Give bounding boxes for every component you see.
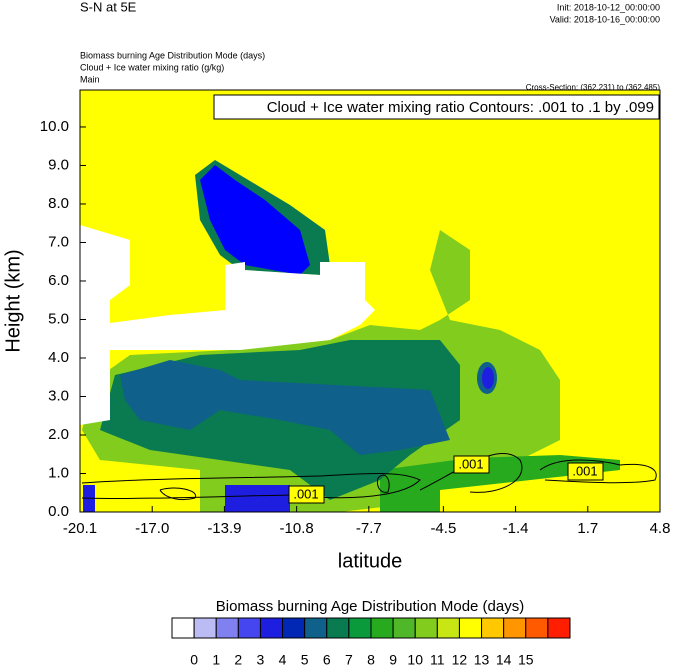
valid-time: Valid: 2018-10-16_00:00:00 [550,14,660,24]
y-tick-label: 4.0 [48,349,69,366]
colorbar-label: 0 [190,652,198,668]
colorbar-swatch [259,617,284,639]
init-time: Init: 2018-10-12_00:00:00 [557,2,660,12]
colorbar-swatch [370,617,394,639]
colorbar-swatch [326,617,350,639]
colorbar-label: 10 [407,652,423,668]
field-region [120,360,450,455]
x-axis-title: latitude [338,550,403,572]
y-tick-label: 7.0 [48,233,69,250]
x-tick-label: -13.9 [207,520,241,537]
colorbar-label: 4 [279,652,287,668]
colorbar-label: 9 [389,652,397,668]
y-tick-label: 6.0 [48,272,69,289]
colorbar-swatch [414,617,438,639]
x-tick-label: -7.7 [356,520,382,537]
contour-line [81,473,421,499]
cross-section: Cross-Section: (362,231) to (362,485) [526,83,661,92]
x-tick-label: -17.0 [135,520,169,537]
colorbar-label: 13 [474,652,490,668]
contour-note: Cloud + Ice water mixing ratio Contours:… [267,99,654,116]
chart-title: S-N at 5E [80,0,137,14]
contour-note-box [213,94,660,120]
colorbar-swatch [525,617,549,639]
colorbar-swatch [547,617,571,639]
y-axis-title: Height (km) [2,249,24,352]
field-region [482,367,494,389]
colorbar-swatch [282,617,306,639]
colorbar-swatch [503,617,527,639]
colorbar-label: 2 [234,652,242,668]
colorbar-label: 12 [452,652,468,668]
contour-label-box [567,462,604,481]
colorbar-label: 14 [496,652,512,668]
x-tick-label: -1.4 [503,520,529,537]
contour-label-box [288,485,325,504]
y-tick-label: 0.0 [48,503,69,520]
colorbar-label: 8 [367,652,375,668]
field-region [225,485,290,512]
x-tick-label: -4.5 [430,520,456,537]
y-tick-label: 10.0 [40,118,69,135]
contour-line [377,474,390,493]
x-tick-label: -20.1 [63,520,97,537]
y-tick-label: 9.0 [48,156,69,173]
colorbar-label: 15 [518,652,534,668]
y-tick-label: 3.0 [48,387,69,404]
field [80,90,660,512]
colorbar-title: Biomass burning Age Distribution Mode (d… [216,598,524,615]
colorbar-label: 5 [301,652,309,668]
contour-label: .001 [293,486,318,501]
field-title: Biomass burning Age Distribution Mode (d… [80,50,265,60]
y-tick-label: 2.0 [48,426,69,443]
colorbar-label: 11 [430,652,445,668]
colorbar-swatch [436,617,460,639]
colorbar-swatch [304,617,328,639]
x-tick-label: 1.7 [577,520,598,537]
contour-line [159,487,197,501]
x-tick-label: 4.8 [650,520,671,537]
field-region [380,455,620,512]
contour-label-box [453,455,490,474]
colorbar-label: 7 [345,652,353,668]
colorbar-swatch [171,617,195,639]
y-tick-label: 1.0 [48,464,69,481]
colorbar-swatch [481,617,505,639]
field-region [200,165,310,275]
colorbar-swatch [215,617,239,639]
contour-title: Cloud + Ice water mixing ratio (g/kg) [80,62,224,72]
y-tick-label: 5.0 [48,310,69,327]
contour-label: .001 [458,456,483,471]
colorbar-swatch [458,617,483,639]
y-tick-label: 8.0 [48,195,69,212]
x-tick-label: -10.8 [280,520,314,537]
contour-label: .001 [572,463,597,478]
field-region [95,262,375,350]
contour-line [419,452,523,493]
contour-line [539,459,657,484]
plot-frame [79,89,661,513]
colorbar-swatch [193,617,217,639]
colorbar-label: 3 [257,652,265,668]
colorbar-swatch [392,617,416,639]
colorbar-swatch [348,617,372,639]
colorbar-label: 6 [323,652,331,668]
colorbar-swatch [237,617,261,639]
colorbar-label: 1 [212,652,220,668]
domain-label: Main [80,74,100,84]
